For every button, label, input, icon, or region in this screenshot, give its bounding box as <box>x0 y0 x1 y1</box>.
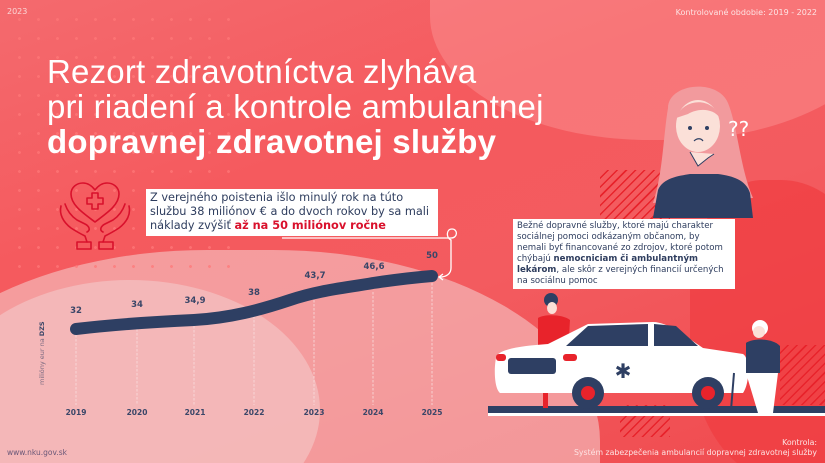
title-line-2: pri riadení a kontrole ambulantnej <box>47 88 544 125</box>
heart-with-cross-in-hands-icon <box>59 182 131 250</box>
x-tick-2024: 2024 <box>362 408 384 417</box>
value-label-2024: 46,6 <box>363 262 385 272</box>
value-label-2021: 34,9 <box>184 296 206 306</box>
value-label-2019: 32 <box>70 306 82 316</box>
cost-trend-line <box>70 270 438 335</box>
star-of-life-icon: ✱ <box>615 359 632 383</box>
question-marks: ?? <box>728 117 749 141</box>
page-title: Rezort zdravotníctva zlyháva pri riadení… <box>47 54 544 159</box>
funding-info-text: Z verejného poistenia išlo minulý rok na… <box>150 191 430 232</box>
control-title: Systém zabezpečenia ambulancií dopravnej… <box>573 448 817 457</box>
funding-info-emphasis: až na 50 miliónov ročne <box>234 219 386 232</box>
control-info: Kontrola: Systém zabezpečenia ambulancií… <box>574 438 817 458</box>
recommendation-text-1: Bežné dopravné služby, ktoré majú charak… <box>517 221 723 264</box>
confused-woman-illustration: ?? <box>653 86 753 218</box>
ambulance-illustration: ✱ <box>488 293 825 416</box>
x-tick-2021: 2021 <box>184 408 206 417</box>
recommendation-text-2: , ale skôr z verejných financií určených… <box>517 265 724 286</box>
recommendation-bold: nemocniciam či ambulantným lekárom <box>517 254 698 275</box>
value-label-2025: 50 <box>426 251 438 261</box>
y-axis-label-text: milióny eur na <box>38 336 46 385</box>
year-label: 2023 <box>7 7 28 16</box>
x-tick-2019: 2019 <box>65 408 87 417</box>
x-tick-2023: 2023 <box>303 408 325 417</box>
title-line-3: dopravnej zdravotnej služby <box>47 123 497 160</box>
title-line-1: Rezort zdravotníctva zlyháva <box>47 53 477 90</box>
control-period: Kontrolované obdobie: 2019 - 2022 <box>675 8 817 17</box>
arrow-connector <box>282 228 458 278</box>
value-label-2023: 43,7 <box>304 271 326 281</box>
hatch-pattern <box>780 345 825 405</box>
y-axis-label: milióny eur na DZS <box>38 321 46 385</box>
control-label: Kontrola: <box>782 438 817 447</box>
website-link[interactable]: www.nku.gov.sk <box>7 448 67 457</box>
x-tick-2022: 2022 <box>243 408 265 417</box>
funding-info-box: Z verejného poistenia išlo minulý rok na… <box>146 189 438 236</box>
x-tick-2020: 2020 <box>126 408 148 417</box>
x-tick-2025: 2025 <box>421 408 443 417</box>
value-label-2020: 34 <box>131 300 143 310</box>
recommendation-box: Bežné dopravné služby, ktoré majú charak… <box>513 219 735 289</box>
y-axis-label-bold: DZS <box>38 321 46 337</box>
arrow-head-icon <box>437 273 444 281</box>
value-label-2022: 38 <box>248 288 260 298</box>
